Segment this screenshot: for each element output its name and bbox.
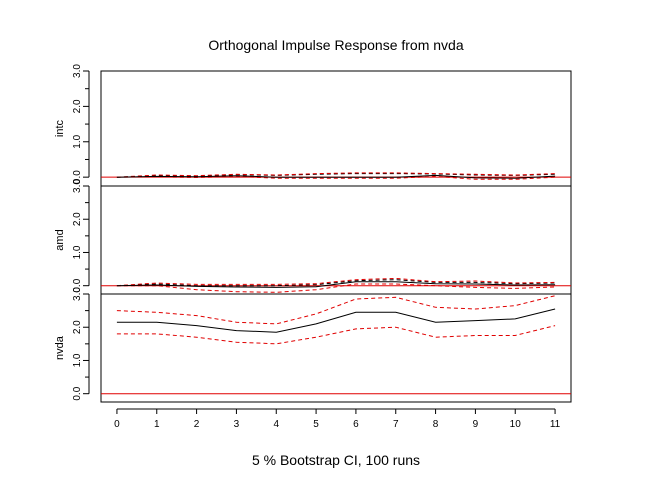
x-tick-label: 8: [433, 419, 439, 430]
y-tick-label-nvda: 2.0: [72, 320, 83, 334]
panel-frame-amd: [100, 185, 572, 295]
y-tick-label-amd: 3.0: [72, 179, 83, 193]
y-tick-label-amd: 0.0: [72, 278, 83, 292]
y-tick-label-nvda: 0.0: [72, 386, 83, 400]
x-tick-label: 0: [114, 419, 120, 430]
panel-label-nvda: nvda: [54, 335, 66, 360]
x-tick-label: 9: [473, 419, 479, 430]
ci-upper-line-amd: [116, 277, 556, 287]
x-tick-label: 2: [194, 419, 200, 430]
panel-label-intc: intc: [54, 119, 66, 137]
y-tick-label-amd: 1.0: [72, 245, 83, 259]
x-tick-label: 1: [154, 419, 160, 430]
response-line-amd: [116, 281, 556, 288]
x-tick-label: 5: [313, 419, 319, 430]
ci-lower-line-amd: [116, 283, 556, 293]
x-tick-label: 10: [510, 419, 522, 430]
panel-frame-intc: [100, 70, 572, 187]
y-tick-label-nvda: 3.0: [72, 287, 83, 301]
panel-frame-nvda: [100, 293, 572, 403]
chart-title: Orthogonal Impulse Response from nvda: [208, 37, 463, 53]
y-tick-label-intc: 0.0: [72, 170, 83, 184]
response-line-intc: [116, 174, 556, 179]
panel-label-amd: amd: [54, 229, 66, 250]
y-tick-label-intc: 2.0: [72, 99, 83, 113]
x-tick-label: 11: [550, 419, 561, 430]
ci-lower-line-intc: [116, 175, 556, 180]
response-line-nvda: [116, 308, 556, 333]
x-tick-label: 6: [353, 419, 359, 430]
chart-subtitle: 5 % Bootstrap CI, 100 runs: [252, 452, 420, 468]
ci-upper-line-nvda: [116, 295, 556, 325]
x-tick-label: 7: [393, 419, 399, 430]
y-tick-label-nvda: 1.0: [72, 353, 83, 367]
x-tick-label: 4: [273, 419, 279, 430]
ci-upper-line-intc: [116, 172, 556, 178]
y-tick-label-intc: 1.0: [72, 134, 83, 148]
y-tick-label-intc: 3.0: [72, 64, 83, 78]
y-tick-label-amd: 2.0: [72, 212, 83, 226]
ci-lower-line-nvda: [116, 325, 556, 345]
ci-black-band-amd: [116, 279, 556, 287]
plot-area: 0.0 1.0 2.0 3.0 intc 0.0 1.0 2.0 3.0 amd 0.0 1.0 2.0…: [54, 64, 572, 430]
x-tick-label: 3: [234, 419, 240, 430]
